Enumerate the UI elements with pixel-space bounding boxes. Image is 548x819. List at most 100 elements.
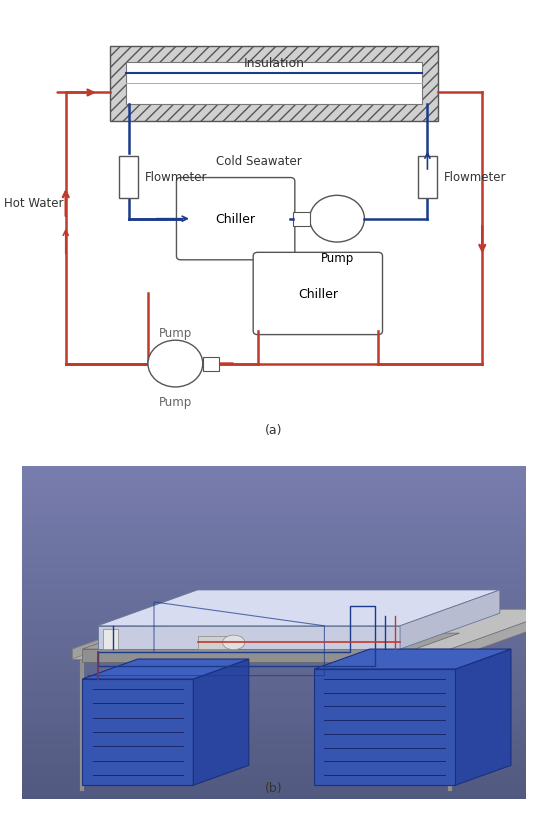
Circle shape [148,341,203,387]
Text: Pump: Pump [159,396,192,409]
Bar [22,580,526,583]
Bar [22,533,526,536]
Bar [22,656,526,659]
FancyBboxPatch shape [253,253,383,335]
Circle shape [222,636,245,650]
Bar [22,758,526,762]
Bar [22,566,526,570]
Polygon shape [82,649,415,663]
Bar [22,682,526,686]
Bar [82,679,193,785]
Polygon shape [82,633,460,649]
Bar [22,603,526,606]
Bar [22,722,526,726]
Bar [22,543,526,546]
Bar [22,514,526,517]
Bar [418,156,437,198]
Bar [22,749,526,752]
Bar [22,663,526,666]
Bar [22,636,526,640]
Bar [22,559,526,563]
Bar [22,507,526,510]
Bar [22,520,526,523]
Bar [22,504,526,507]
Bar [22,776,526,779]
Bar [22,646,526,649]
Polygon shape [450,609,548,659]
Bar [126,63,422,105]
Bar [22,590,526,593]
Bar [22,540,526,543]
Bar [198,636,229,649]
Bar [22,496,526,500]
Bar [22,577,526,580]
Bar [22,735,526,739]
Bar [22,629,526,632]
Bar [22,613,526,616]
Bar [22,779,526,782]
Bar [22,732,526,735]
Polygon shape [82,659,249,679]
Bar [22,692,526,695]
Bar [22,530,526,533]
Bar [22,699,526,703]
Text: Cold Seawater: Cold Seawater [216,155,301,168]
Bar [22,473,526,477]
Bar [22,626,526,629]
Bar [22,536,526,540]
Bar [22,480,526,483]
Bar [293,212,310,226]
Bar [22,653,526,656]
Bar [22,553,526,556]
Bar [22,546,526,550]
Polygon shape [98,626,400,649]
Circle shape [310,196,364,242]
Bar [22,563,526,567]
Bar [22,742,526,745]
Bar [22,556,526,559]
Bar [22,706,526,709]
Bar [22,470,526,473]
Polygon shape [72,609,183,659]
Bar [102,629,118,649]
Bar [22,483,526,486]
Bar [22,643,526,646]
Bar [22,632,526,636]
Bar [22,762,526,765]
Text: Flowmeter: Flowmeter [145,171,208,184]
Bar [22,649,526,653]
Bar [22,573,526,577]
Polygon shape [98,590,500,626]
Bar [22,666,526,669]
Bar [22,570,526,573]
Bar [22,467,526,470]
Bar [22,726,526,729]
Bar [22,622,526,626]
FancyBboxPatch shape [176,179,295,260]
Bar [22,679,526,682]
Bar [72,649,450,659]
Bar [22,765,526,769]
Polygon shape [72,609,548,649]
Bar [203,357,219,371]
Bar [22,672,526,676]
Bar [22,795,526,799]
Bar [22,789,526,792]
Bar [22,745,526,749]
Bar [22,606,526,609]
Polygon shape [193,659,249,785]
Bar [22,593,526,596]
Bar [22,550,526,553]
Bar [110,47,438,121]
Bar [315,669,455,785]
Bar [22,586,526,590]
Bar [22,695,526,699]
Polygon shape [455,649,511,785]
Bar [22,659,526,663]
Bar [22,510,526,514]
Text: Insulation: Insulation [243,57,305,70]
Text: Pump: Pump [159,327,192,340]
Bar [22,609,526,613]
Text: Chiller: Chiller [216,213,255,226]
Bar [22,769,526,772]
